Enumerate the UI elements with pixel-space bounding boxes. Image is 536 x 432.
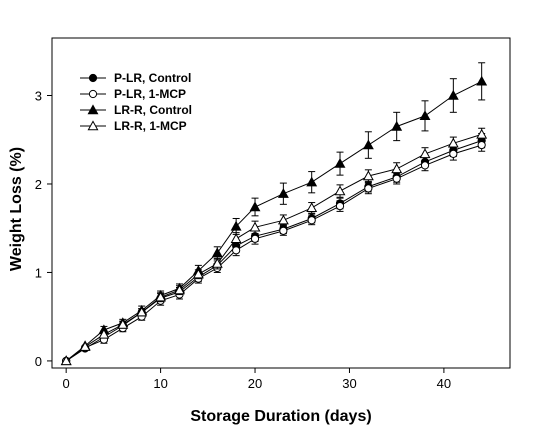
series-2: [62, 138, 486, 366]
x-axis: 0 10 20 30 40: [63, 368, 451, 391]
legend-label: P-LR, 1-MCP: [114, 87, 186, 101]
data-point: [419, 110, 431, 120]
legend: P-LR, Control P-LR, 1-MCP LR-R, Control LR-…: [80, 71, 192, 133]
data-point: [391, 120, 403, 131]
data-point: [307, 216, 316, 225]
legend-marker: [87, 120, 99, 131]
data-point: [279, 226, 288, 235]
data-point: [391, 163, 403, 174]
data-point: [232, 246, 241, 255]
data-point: [174, 284, 185, 295]
data-point: [136, 306, 148, 317]
data-point: [230, 233, 242, 243]
data-point: [192, 268, 204, 279]
x-tick-label: 40: [437, 376, 451, 391]
data-point: [277, 188, 289, 198]
y-tick-label: 2: [35, 177, 42, 192]
y-tick-label: 3: [35, 89, 42, 104]
legend-label: LR-R, 1-MCP: [114, 119, 187, 133]
legend-item: P-LR, 1-MCP: [80, 87, 186, 101]
y-axis-title: Weight Loss (%): [8, 147, 25, 271]
data-point: [211, 257, 223, 268]
data-point: [447, 137, 459, 148]
data-point: [420, 161, 430, 170]
data-point: [449, 149, 458, 158]
data-point: [249, 221, 261, 232]
data-point: [155, 291, 167, 302]
legend-label: LR-R, Control: [114, 103, 192, 117]
data-point: [60, 355, 72, 366]
y-axis: 0 1 2 3: [35, 89, 52, 369]
data-point: [230, 220, 242, 231]
legend-item: P-LR, Control: [80, 71, 191, 85]
data-point: [477, 140, 486, 150]
data-point: [476, 128, 488, 139]
data-point: [334, 185, 346, 196]
series-layer: [60, 62, 488, 366]
data-point: [362, 139, 374, 150]
x-axis-title: Storage Duration (days): [190, 408, 371, 425]
legend-marker: [87, 104, 99, 115]
data-point: [362, 170, 374, 181]
y-tick-label: 0: [35, 354, 42, 369]
x-tick-label: 20: [248, 376, 262, 391]
series-line: [65, 144, 482, 362]
legend-item: LR-R, 1-MCP: [80, 119, 187, 133]
series-4: [60, 127, 488, 366]
data-point: [364, 184, 373, 193]
y-tick-label: 1: [35, 265, 42, 280]
x-tick-label: 10: [153, 376, 167, 391]
x-tick-label: 30: [342, 376, 356, 391]
legend-label: P-LR, Control: [114, 71, 191, 85]
plot-area-frame: [51, 37, 511, 369]
data-point: [306, 176, 318, 187]
data-point: [98, 328, 110, 339]
data-point: [117, 318, 129, 329]
data-point: [335, 201, 345, 211]
data-point: [277, 214, 289, 225]
x-tick-label: 0: [63, 376, 70, 391]
data-point: [334, 157, 346, 168]
data-point: [249, 201, 261, 212]
series-line: [65, 140, 482, 362]
data-point: [211, 247, 223, 258]
data-point: [419, 148, 431, 159]
data-point: [79, 341, 91, 351]
data-point: [306, 202, 318, 212]
data-point: [447, 89, 459, 100]
legend-marker: [88, 73, 98, 83]
data-point: [476, 75, 488, 86]
legend-item: LR-R, Control: [80, 103, 192, 117]
data-point: [392, 174, 401, 183]
legend-marker: [88, 89, 98, 99]
data-point: [250, 234, 260, 243]
